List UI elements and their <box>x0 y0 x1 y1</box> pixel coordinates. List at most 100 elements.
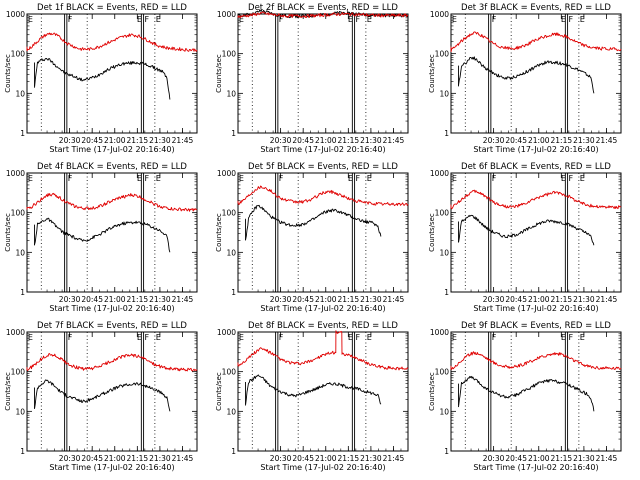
plot-frame <box>237 331 409 452</box>
x-tick-label: 20:30 <box>59 454 81 463</box>
y-tick-label: 100 <box>11 368 26 377</box>
marker-label: E <box>580 174 585 183</box>
x-tick-label: 20:45 <box>292 295 314 304</box>
x-tick-label: 21:00 <box>528 136 550 145</box>
y-tick-label: 1000 <box>430 10 449 19</box>
x-tick-label: 21:45 <box>172 295 194 304</box>
x-axis-label: Start Time (17-Jul-02 20:16:40) <box>473 463 598 472</box>
y-tick-label: 1000 <box>217 10 236 19</box>
y-tick-label: 1000 <box>217 328 236 337</box>
marker-label: E <box>239 174 244 183</box>
x-tick-label: 20:45 <box>505 295 527 304</box>
marker-label: E <box>561 333 566 342</box>
marker-label: E <box>28 174 33 183</box>
x-tick-label: 21:30 <box>360 136 382 145</box>
marker-label: E <box>452 174 457 183</box>
chart-title: Det 7f BLACK = Events, RED = LLD <box>37 321 187 331</box>
plot-frame <box>26 172 198 293</box>
x-tick-label: 21:45 <box>596 295 618 304</box>
chart-title: Det 5f BLACK = Events, RED = LLD <box>248 162 398 172</box>
marker-label: F <box>492 333 497 342</box>
marker-label: E <box>367 15 372 24</box>
x-tick-label: 21:00 <box>528 454 550 463</box>
x-tick-label: 21:15 <box>551 454 573 463</box>
x-tick-label: 21:45 <box>383 295 405 304</box>
series-line-events <box>458 375 595 412</box>
y-tick-label: 10 <box>15 89 25 98</box>
x-tick-label: 20:45 <box>505 454 527 463</box>
x-axis-label: Start Time (17-Jul-02 20:16:40) <box>49 145 174 154</box>
y-axis-label: Counts/sec <box>4 213 12 252</box>
y-tick-label: 100 <box>222 50 237 59</box>
marker-label: F <box>568 333 573 342</box>
x-tick-label: 21:15 <box>338 295 360 304</box>
y-axis-label: Counts/sec <box>428 54 436 93</box>
x-tick-label: 21:00 <box>104 295 126 304</box>
marker-label: F <box>492 15 497 24</box>
marker-label: E <box>452 333 457 342</box>
x-tick-label: 21:00 <box>315 136 337 145</box>
y-tick-label: 1 <box>20 129 25 138</box>
x-tick-label: 21:15 <box>338 454 360 463</box>
y-tick-label: 1000 <box>6 10 25 19</box>
y-axis-label: Counts/sec <box>215 213 223 252</box>
series-line-lld <box>237 11 409 19</box>
marker-label: E <box>239 333 244 342</box>
x-tick-label: 21:00 <box>104 454 126 463</box>
marker-label: E <box>28 15 33 24</box>
x-axis-label: Start Time (17-Jul-02 20:16:40) <box>473 304 598 313</box>
x-tick-label: 20:45 <box>292 136 314 145</box>
y-tick-label: 1000 <box>6 169 25 178</box>
series-line-lld <box>26 192 198 212</box>
x-axis-label: Start Time (17-Jul-02 20:16:40) <box>49 304 174 313</box>
x-tick-label: 21:15 <box>127 136 149 145</box>
y-tick-label: 10 <box>439 89 449 98</box>
x-tick-label: 20:45 <box>81 454 103 463</box>
y-tick-label: 1000 <box>430 328 449 337</box>
x-tick-label: 21:45 <box>596 454 618 463</box>
x-tick-label: 21:45 <box>383 136 405 145</box>
x-tick-label: 21:45 <box>596 136 618 145</box>
y-tick-label: 100 <box>435 50 450 59</box>
plot-frame <box>450 13 622 134</box>
marker-label: F <box>279 333 284 342</box>
x-axis-label: Start Time (17-Jul-02 20:16:40) <box>49 463 174 472</box>
y-tick-label: 1 <box>231 447 236 456</box>
y-tick-label: 1000 <box>217 169 236 178</box>
y-axis-label: Counts/sec <box>215 54 223 93</box>
chart-title: Det 8f BLACK = Events, RED = LLD <box>248 321 398 331</box>
y-tick-label: 1 <box>20 288 25 297</box>
marker-label: E <box>137 15 142 24</box>
y-axis-label: Counts/sec <box>4 54 12 93</box>
x-tick-label: 21:00 <box>104 136 126 145</box>
marker-label: E <box>452 15 457 24</box>
x-tick-label: 21:15 <box>551 136 573 145</box>
x-tick-label: 20:45 <box>505 136 527 145</box>
x-tick-label: 20:45 <box>81 136 103 145</box>
y-tick-label: 100 <box>222 368 237 377</box>
x-tick-label: 21:15 <box>551 295 573 304</box>
series-line-lld <box>237 185 409 207</box>
marker-label: F <box>355 15 360 24</box>
x-tick-label: 21:45 <box>172 136 194 145</box>
x-axis-label: Start Time (17-Jul-02 20:16:40) <box>260 145 385 154</box>
x-tick-label: 20:30 <box>59 295 81 304</box>
x-tick-label: 21:45 <box>172 454 194 463</box>
x-tick-label: 20:45 <box>81 295 103 304</box>
y-tick-label: 1 <box>20 447 25 456</box>
x-tick-label: 21:45 <box>383 454 405 463</box>
series-line-events <box>458 56 595 94</box>
y-tick-label: 100 <box>11 50 26 59</box>
marker-label: F <box>492 174 497 183</box>
chart-panel-3: Det 3f BLACK = Events, RED = LLD 1 10 100 10… <box>428 3 622 154</box>
chart-panel-1: Det 1f BLACK = Events, RED = LLD 1 10 100 10… <box>4 3 198 154</box>
marker-label: E <box>156 15 161 24</box>
y-axis-label: Counts/sec <box>4 372 12 411</box>
y-tick-label: 1 <box>231 288 236 297</box>
x-tick-label: 21:15 <box>338 136 360 145</box>
series-line-lld <box>450 351 622 371</box>
series-line-lld <box>450 31 622 53</box>
y-tick-label: 1 <box>231 129 236 138</box>
marker-label: F <box>355 174 360 183</box>
